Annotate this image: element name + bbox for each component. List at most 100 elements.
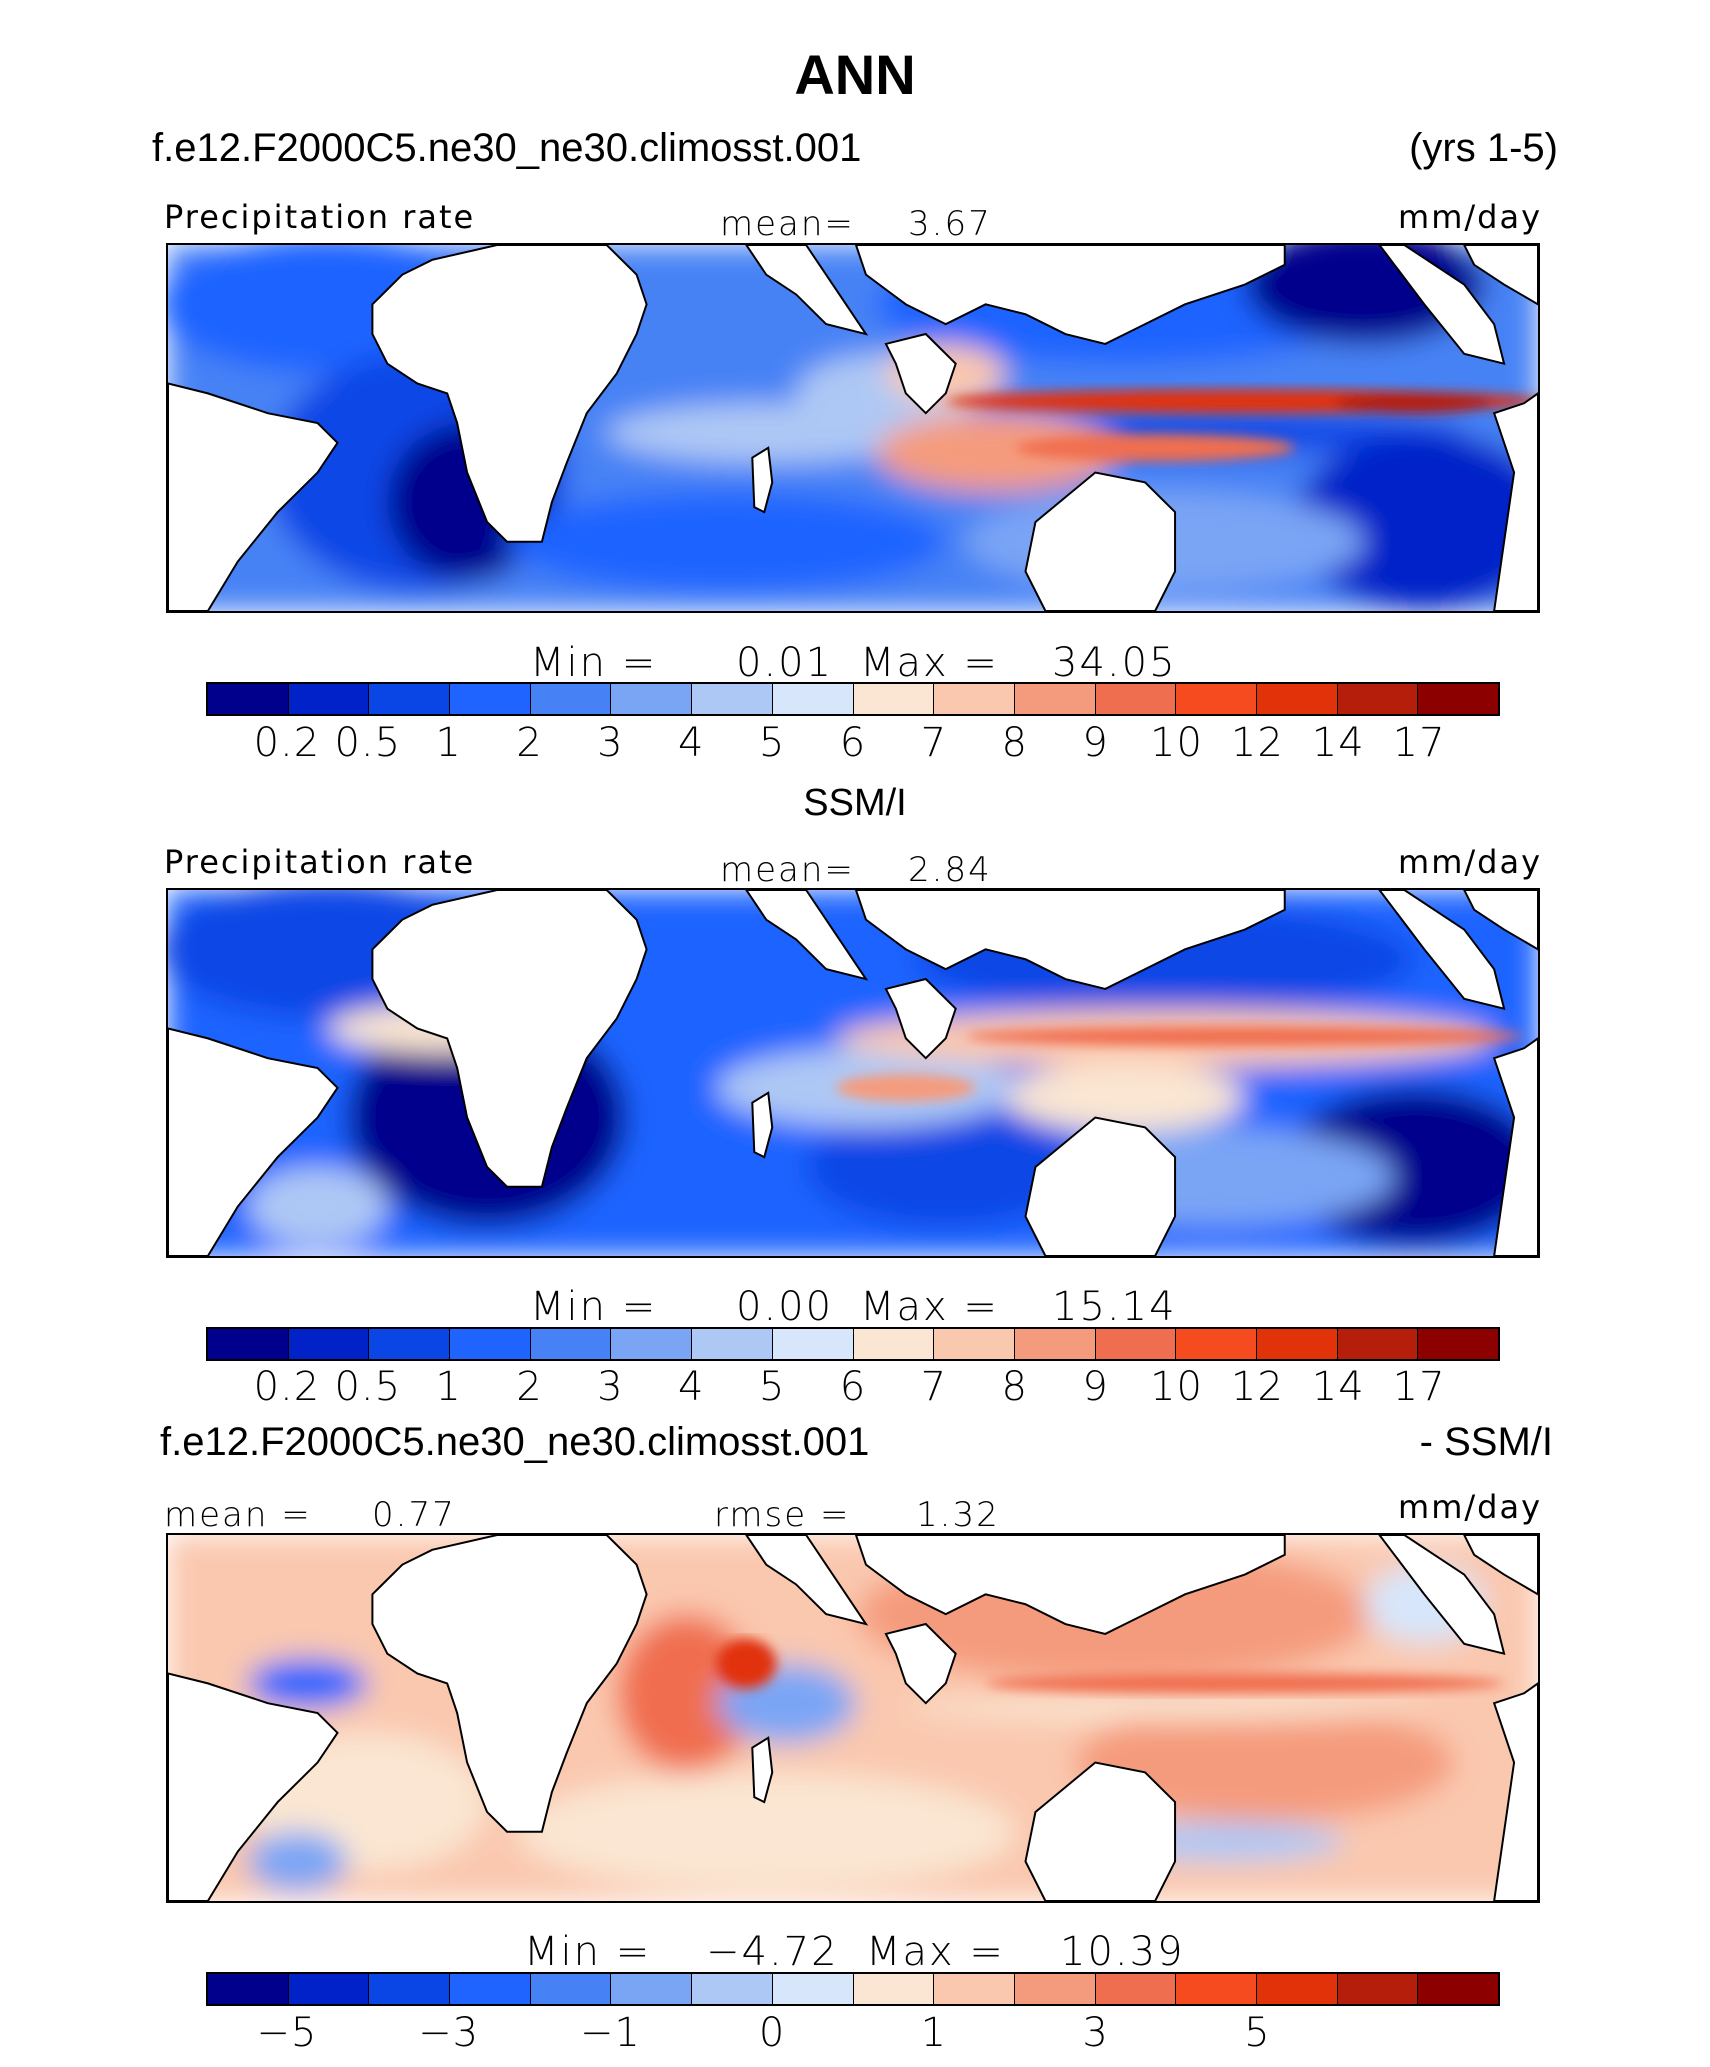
colorbar-tick-label: 0 (758, 2010, 786, 2056)
colorbar-tick-label: 6 (839, 1364, 867, 1410)
colorbar-swatch (611, 1974, 693, 2004)
colorbar-tick-label: 0.5 (334, 720, 402, 766)
panel3-units: mm/day (1398, 1488, 1542, 1526)
colorbar-swatch (611, 684, 693, 714)
colorbar-swatch (369, 1974, 451, 2004)
asia-shape (854, 1535, 1286, 1635)
colorbar-swatch (1095, 1974, 1177, 2004)
colorbar-swatch (450, 1974, 531, 2004)
australia-shape (1024, 1116, 1177, 1256)
panel1-map (166, 243, 1540, 613)
colorbar-tick-label: 12 (1230, 1364, 1284, 1410)
panel2-cell (247, 1166, 388, 1247)
panel2-max-value: 15.14 (1052, 1284, 1177, 1330)
panel2-colorbar (206, 1327, 1500, 1361)
mexico-shape (1378, 890, 1506, 1011)
colorbar-swatch (1095, 1329, 1177, 1359)
colorbar-tick-label: 14 (1311, 720, 1365, 766)
colorbar-swatch (1014, 684, 1096, 714)
colorbar-swatch (530, 684, 612, 714)
panel3-colorbar-labels: −5 −3 −1 0 1 3 5 (206, 2010, 1500, 2056)
colorbar-tick-label: 7 (920, 720, 948, 766)
panel2-units: mm/day (1398, 843, 1542, 881)
colorbar-swatch (934, 1329, 1015, 1359)
north-america-shape (1463, 890, 1538, 951)
colorbar-swatch (208, 1329, 289, 1359)
colorbar-swatch (1337, 684, 1419, 714)
panel1-max-label: Max = (860, 640, 999, 686)
south-america-shape (168, 382, 339, 611)
colorbar-swatch (1095, 684, 1177, 714)
colorbar-swatch (530, 1974, 612, 2004)
colorbar-swatch (1418, 1974, 1498, 2004)
asia-shape (854, 890, 1286, 990)
panel3-cell (905, 1696, 1425, 1720)
colorbar-tick-label: 8 (1001, 720, 1028, 766)
colorbar-swatch (692, 1329, 773, 1359)
colorbar-tick-label: 14 (1311, 1364, 1365, 1410)
colorbar-tick-label: 6 (839, 720, 867, 766)
panel2-land (168, 890, 1538, 1256)
colorbar-tick-label: 12 (1230, 720, 1284, 766)
panel3-colorbar (206, 1972, 1500, 2006)
panel3-max-value: 10.39 (1060, 1929, 1185, 1975)
colorbar-swatch (288, 684, 370, 714)
colorbar-tick-label: 1 (920, 2010, 948, 2056)
colorbar-swatch (1176, 1974, 1257, 2004)
colorbar-swatch (1256, 1974, 1338, 2004)
panel2-mean-value: 2.84 (908, 850, 992, 890)
panel1-min-value: 0.01 (736, 640, 834, 686)
australia-shape (1024, 471, 1177, 611)
mexico-shape (1378, 245, 1506, 366)
panel3-mean-value: 0.77 (372, 1495, 456, 1535)
colorbar-tick-label: 5 (758, 1364, 786, 1410)
americas-west-coast-shape (1492, 392, 1538, 611)
colorbar-swatch (1337, 1974, 1419, 2004)
colorbar-tick-label: 8 (1001, 1364, 1028, 1410)
madagascar-shape (751, 1736, 774, 1804)
colorbar-swatch (853, 684, 935, 714)
panel1-map-svg (168, 245, 1538, 611)
colorbar-tick-label: 4 (678, 720, 705, 766)
panel2-colorbar-labels: 0.2 0.5 1 2 3 4 5 6 7 8 9 10 12 14 17 (206, 1364, 1500, 1410)
africa-shape (371, 890, 648, 1188)
panel3-bay-of-bengal (716, 1638, 777, 1689)
colorbar-swatch (853, 1329, 935, 1359)
mexico-shape (1378, 1535, 1506, 1656)
panel1-colorbar-labels: 0.2 0.5 1 2 3 4 5 6 7 8 9 10 12 14 17 (206, 720, 1500, 766)
panel1-units: mm/day (1398, 198, 1542, 236)
colorbar-tick-label: 2 (516, 720, 543, 766)
north-america-shape (1463, 245, 1538, 306)
colorbar-tick-label: −5 (256, 2010, 318, 2056)
colorbar-tick-label: 1 (435, 1364, 462, 1410)
arabia-shape (745, 1535, 869, 1626)
panel3-heading-right: - SSM/I (1419, 1420, 1553, 1464)
panel3-cell (247, 1658, 368, 1709)
colorbar-swatch (288, 1329, 370, 1359)
colorbar-swatch (1418, 684, 1498, 714)
panel1-mean-label: mean= (720, 204, 855, 244)
panel1-itcz-core (1334, 393, 1495, 414)
north-america-shape (1463, 1535, 1538, 1596)
madagascar-shape (751, 1091, 774, 1159)
panel1-spcz (1015, 433, 1295, 462)
colorbar-tick-label: 1 (435, 720, 462, 766)
colorbar-tick-label: −3 (418, 2010, 480, 2056)
colorbar-swatch (611, 1329, 693, 1359)
panel1-cell (875, 413, 1116, 493)
colorbar-tick-label: 0.5 (334, 1364, 402, 1410)
arabia-shape (745, 890, 869, 981)
colorbar-swatch (934, 684, 1015, 714)
arabia-shape (745, 245, 869, 336)
africa-shape (371, 245, 648, 543)
americas-west-coast-shape (1492, 1037, 1538, 1256)
panel2-maritime-continent (836, 1073, 976, 1102)
panel2-itcz (965, 1026, 1525, 1047)
colorbar-swatch (369, 1329, 451, 1359)
panel1-cell (507, 492, 946, 592)
panel3-land (168, 1535, 1538, 1901)
panel1-variable: Precipitation rate (164, 198, 476, 236)
colorbar-swatch (1014, 1974, 1096, 2004)
panel1-max-value: 34.05 (1052, 640, 1177, 686)
